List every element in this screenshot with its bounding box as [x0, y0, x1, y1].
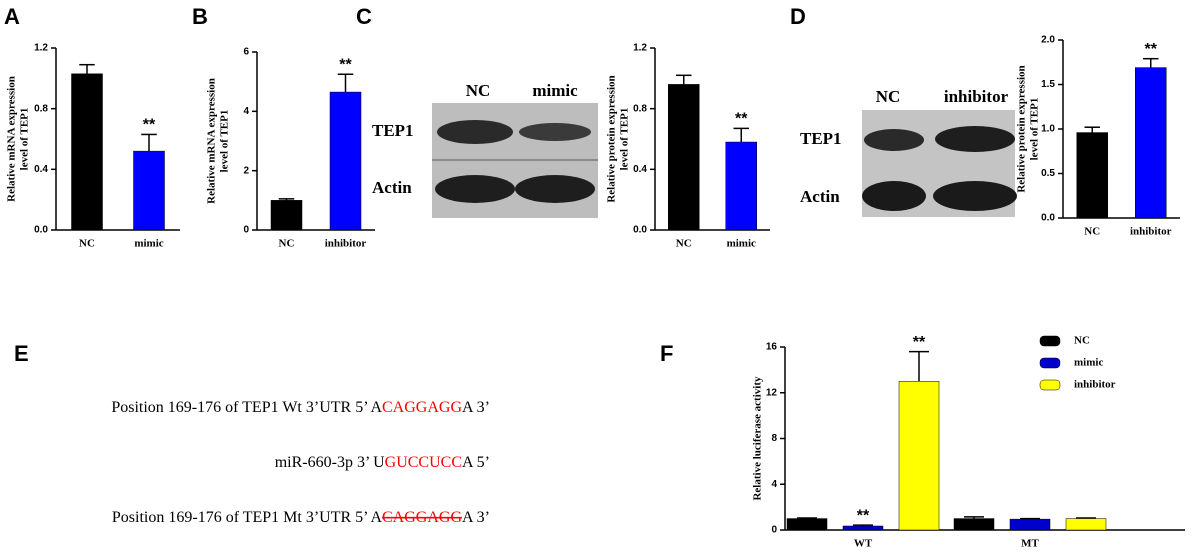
- bar: [842, 525, 884, 531]
- y-tick-label: 2: [243, 165, 249, 176]
- row-label: TEP1: [800, 129, 842, 148]
- y-tick-label: 0.4: [34, 164, 48, 175]
- sequence-part: A 3’: [462, 509, 490, 526]
- y-tick-label: 0.8: [633, 103, 647, 114]
- blot-image: [862, 110, 1017, 217]
- legend-label: mimic: [1074, 357, 1103, 369]
- panel-label: A: [4, 4, 20, 29]
- bar: [270, 200, 303, 231]
- significance: **: [339, 56, 352, 73]
- bar: [668, 84, 700, 231]
- y-tick-label: 0.4: [633, 164, 647, 175]
- y-tick-label: 2.0: [1041, 35, 1055, 46]
- y-tick-label: 4: [243, 106, 249, 117]
- legend-swatch: [1039, 379, 1061, 391]
- sequence-line: Position 169-176 of TEP1 Wt 3’UTR 5’ ACA…: [111, 399, 490, 416]
- panel-label: C: [356, 4, 372, 29]
- y-tick-label: 1.0: [1041, 124, 1055, 135]
- y-axis-label: level of TEP1: [19, 108, 31, 171]
- sequence-part: miR-660-3p 3’ U: [275, 454, 385, 471]
- y-axis-label: Relative protein expression: [606, 75, 618, 202]
- y-tick-label: 1.2: [34, 43, 48, 54]
- bar: [71, 73, 103, 231]
- sequence-part: A 3’: [462, 399, 490, 416]
- x-tick-label: NC: [279, 238, 295, 250]
- x-tick-label: NC: [1084, 226, 1100, 238]
- bar: [953, 518, 995, 531]
- lane-label: NC: [466, 81, 491, 100]
- legend-label: NC: [1074, 335, 1090, 347]
- sequence-part: CAGGAGG: [382, 399, 462, 416]
- x-tick-label: NC: [676, 238, 692, 250]
- y-tick-label: 0.0: [1041, 213, 1055, 224]
- bar: [725, 141, 757, 231]
- panel-label: E: [14, 341, 29, 366]
- bar: [898, 381, 940, 531]
- panel-label: D: [790, 4, 806, 29]
- y-tick-label: 1.2: [633, 43, 647, 54]
- y-tick-label: 0: [771, 525, 777, 536]
- y-tick-label: 0.8: [34, 103, 48, 114]
- y-axis-label: Relative mRNA expression: [6, 76, 18, 202]
- sequence-part: GUCCUCC: [385, 454, 462, 471]
- y-tick-label: 6: [243, 47, 249, 58]
- panel-label: B: [192, 4, 208, 29]
- bar: [133, 150, 165, 231]
- sequence-line: Position 169-176 of TEP1 Mt 3’UTR 5’ ACA…: [112, 509, 490, 526]
- y-tick-label: 0.5: [1041, 168, 1055, 179]
- y-tick-label: 1.5: [1041, 79, 1055, 90]
- sequence-part: Position 169-176 of TEP1 Wt 3’UTR 5’ A: [111, 399, 382, 416]
- y-axis-label: level of TEP1: [1029, 98, 1041, 161]
- lane-label: inhibitor: [944, 87, 1009, 106]
- sequence-line: miR-660-3p 3’ UGUCCUCCA 5’: [275, 454, 490, 471]
- legend-swatch: [1039, 357, 1061, 369]
- x-tick-label: MT: [1021, 538, 1039, 550]
- bar: [1135, 67, 1167, 219]
- row-label: Actin: [800, 187, 840, 206]
- lane-label: mimic: [532, 81, 578, 100]
- x-tick-label: inhibitor: [1130, 226, 1172, 238]
- x-tick-label: mimic: [727, 238, 756, 250]
- significance: **: [857, 507, 870, 524]
- row-label: Actin: [372, 178, 412, 197]
- y-tick-label: 0.0: [34, 225, 48, 236]
- bar: [1065, 518, 1107, 531]
- significance: **: [913, 334, 926, 351]
- x-tick-label: mimic: [134, 238, 163, 250]
- significance: **: [735, 111, 748, 128]
- blot-image: [432, 103, 598, 218]
- bar: [1076, 132, 1108, 219]
- bar: [1009, 518, 1051, 531]
- y-axis-label: Relative mRNA expression: [206, 78, 218, 204]
- y-tick-label: 8: [771, 433, 777, 444]
- bar: [329, 91, 362, 231]
- y-tick-label: 16: [766, 342, 778, 353]
- row-label: TEP1: [372, 121, 414, 140]
- sequence-part: A 5’: [462, 454, 490, 471]
- panel-label: F: [660, 341, 673, 366]
- x-tick-label: inhibitor: [325, 238, 367, 250]
- y-axis-label: Relative luciferase activity: [752, 376, 764, 501]
- sequence-part: CAGGAGG: [382, 509, 462, 526]
- bar: [786, 518, 828, 531]
- x-tick-label: NC: [79, 238, 95, 250]
- significance: **: [1145, 41, 1158, 58]
- y-tick-label: 0: [243, 225, 249, 236]
- y-tick-label: 4: [771, 479, 777, 490]
- significance: **: [143, 117, 156, 134]
- y-tick-label: 12: [766, 387, 778, 398]
- lane-label: NC: [876, 87, 901, 106]
- legend-swatch: [1039, 335, 1061, 347]
- y-axis-label: Relative protein expression: [1016, 65, 1028, 192]
- legend-label: inhibitor: [1074, 379, 1116, 391]
- y-axis-label: level of TEP1: [619, 108, 631, 171]
- sequence-part: Position 169-176 of TEP1 Mt 3’UTR 5’ A: [112, 509, 383, 526]
- y-tick-label: 0.0: [633, 225, 647, 236]
- y-axis-label: level of TEP1: [219, 110, 231, 173]
- x-tick-label: WT: [854, 538, 873, 550]
